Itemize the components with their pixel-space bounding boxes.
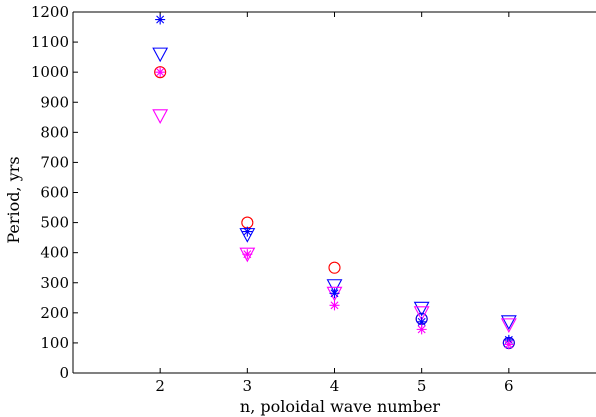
triangle-marker: [413, 306, 430, 321]
y-tick-label: 1100: [31, 33, 69, 51]
triangle-marker: [413, 301, 430, 317]
triangle-marker: [500, 315, 517, 331]
x-tick-label: 3: [243, 377, 253, 395]
y-tick-label: 100: [40, 334, 69, 352]
triangle-marker: [326, 279, 343, 294]
y-tick-label: 800: [40, 123, 69, 141]
y-tick-label: 300: [40, 274, 69, 292]
x-axis-label: n, poloidal wave number: [240, 397, 441, 416]
plot-frame: [72, 11, 596, 374]
y-tick-label: 700: [40, 153, 69, 171]
triangle-marker: [152, 47, 169, 63]
triangle-marker: [500, 318, 517, 334]
y-axis: 0 100 200 300 400 500 600 700 800 900 1000 1100 1200: [31, 3, 78, 382]
asterisk-marker: [155, 14, 166, 25]
asterisk-marker: [155, 67, 166, 78]
circle-marker: [241, 216, 254, 229]
asterisk-marker: [329, 288, 340, 299]
y-axis-label: Period, yrs: [4, 156, 23, 243]
x-tick-label: 5: [417, 377, 427, 395]
asterisk-marker: [416, 316, 427, 327]
data-markers: [152, 14, 517, 350]
y-tick-label: 600: [40, 184, 69, 202]
asterisk-marker: [503, 339, 514, 350]
y-tick-label: 500: [40, 214, 69, 232]
y-tick-label: 900: [40, 93, 69, 111]
x-tick-label: 6: [504, 377, 514, 395]
asterisk-marker: [242, 226, 253, 237]
x-axis: 2 3 4 5 6: [155, 12, 514, 395]
triangle-marker: [152, 109, 169, 124]
y-tick-label: 200: [40, 304, 69, 322]
y-tick-label: 1000: [31, 63, 69, 81]
asterisk-marker: [329, 300, 340, 311]
y-tick-label: 0: [59, 364, 69, 382]
asterisk-marker: [242, 249, 253, 260]
circle-marker: [328, 261, 341, 274]
x-tick-label: 2: [155, 377, 165, 395]
circle-marker: [154, 66, 167, 79]
asterisk-marker: [416, 324, 427, 335]
y-tick-label: 1200: [31, 3, 69, 21]
y-tick-label: 400: [40, 244, 69, 262]
x-tick-label: 4: [330, 377, 340, 395]
